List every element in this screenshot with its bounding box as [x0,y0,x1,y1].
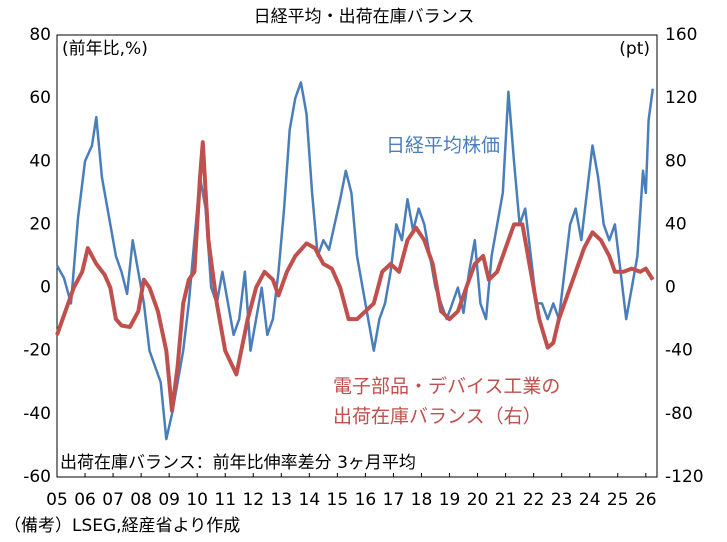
y-tick-label: 20 [29,214,51,234]
series-label: 電子部品・デバイス工業の [333,376,560,398]
y2-tick-label: -80 [665,404,693,424]
series-label: 出荷在庫バランス（右） [333,406,542,428]
y2-tick-label: -40 [665,341,693,361]
x-tick-label: 11 [214,490,236,510]
note: 出荷在庫バランス：前年比伸率差分 3ヶ月平均 [60,453,416,473]
y-tick-label: -20 [23,341,51,361]
plot-frame [56,34,658,478]
series-line [55,81,655,441]
x-tick-label: 08 [130,490,152,510]
chart-title: 日経平均・出荷在庫バランス [254,7,475,27]
x-tick-label: 06 [74,490,96,510]
x-tick-label: 05 [46,490,68,510]
x-tick-label: 21 [495,490,517,510]
x-tick-label: 12 [242,490,264,510]
x-tick-label: 23 [551,490,573,510]
y2-tick-label: 160 [665,25,697,45]
y2-tick-label: 40 [665,214,687,234]
y2-tick-label: 80 [665,151,687,171]
series-line [55,140,655,413]
x-tick-label: 17 [383,490,405,510]
x-tick-label: 22 [523,490,545,510]
x-tick-label: 10 [186,490,208,510]
y-tick-label: 40 [29,151,51,171]
series-label: 日経平均株価 [386,135,500,157]
x-tick-label: 25 [607,490,629,510]
x-tick-label: 15 [327,490,349,510]
x-tick-label: 20 [467,490,489,510]
x-tick-label: 26 [635,490,657,510]
x-tick-label: 18 [411,490,433,510]
x-tick-label: 19 [439,490,461,510]
x-tick-label: 07 [102,490,124,510]
x-tick-label: 16 [355,490,377,510]
source: （備考）LSEG,経産省より作成 [4,516,240,536]
x-tick-label: 14 [299,490,321,510]
y-tick-label: 80 [29,25,51,45]
y-axis-label: (前年比,%) [62,39,148,59]
y2-tick-label: 0 [665,278,676,298]
y2-axis-label: (pt) [619,39,650,59]
y-tick-label: -40 [23,404,51,424]
y-tick-label: -60 [23,467,51,487]
y2-tick-label: -120 [665,467,704,487]
y-tick-label: 0 [40,278,51,298]
y-tick-label: 60 [29,88,51,108]
y2-tick-label: 120 [665,88,697,108]
x-tick-label: 24 [579,490,601,510]
x-tick-label: 13 [270,490,292,510]
x-tick-label: 09 [158,490,180,510]
